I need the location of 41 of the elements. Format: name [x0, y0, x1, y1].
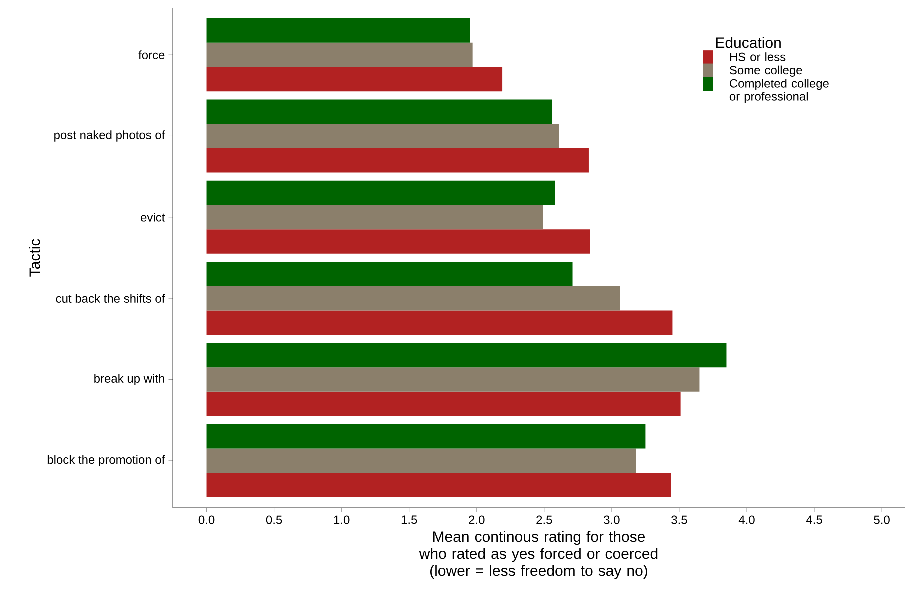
- bar: [206, 124, 560, 148]
- legend-label: Some college: [730, 66, 802, 77]
- bar: [206, 310, 673, 336]
- x-tick-label: 4.5: [806, 516, 822, 524]
- x-tick-label: 0.5: [266, 516, 282, 524]
- y-tick-label: block the promotion of: [48, 455, 166, 467]
- bar: [206, 368, 700, 392]
- bar: [206, 424, 646, 449]
- y-tick-label: post naked photos of: [54, 130, 166, 142]
- y-axis-title: Tactic: [29, 239, 40, 277]
- bar: [206, 343, 727, 368]
- bar: [206, 180, 556, 206]
- bar: [206, 448, 636, 474]
- bar: [206, 42, 473, 68]
- bar: [206, 67, 503, 92]
- legend-title: Education: [716, 37, 781, 48]
- bar: [206, 205, 544, 230]
- legend-label: Completed college or professional: [730, 79, 829, 104]
- bar: [206, 473, 672, 498]
- x-tick-label: 3.0: [604, 516, 620, 524]
- y-tick-label: force: [138, 50, 165, 60]
- x-tick-label: 2.5: [536, 516, 552, 524]
- x-tick-label: 5.0: [874, 516, 890, 524]
- bar: [206, 286, 620, 311]
- y-tick-label: break up with: [94, 374, 164, 386]
- legend-label: HS or less: [730, 52, 786, 62]
- bar: [206, 100, 553, 124]
- x-tick-label: 0.0: [198, 516, 215, 524]
- x-tick-label: 2.0: [469, 516, 485, 524]
- bar: [206, 392, 681, 416]
- bar: [206, 148, 589, 173]
- x-tick-label: 1.0: [334, 516, 350, 524]
- bar: [206, 230, 590, 254]
- bar: [206, 262, 573, 286]
- y-tick-label: cut back the shifts of: [56, 294, 166, 303]
- y-tick-label: evict: [141, 213, 166, 222]
- x-axis-title: Mean continous rating for those who rated as yes forced or coerced (lower = less freedom to say no): [419, 531, 658, 580]
- x-tick-label: 3.5: [672, 516, 688, 524]
- x-tick-label: 4.0: [738, 516, 755, 524]
- bar: [206, 18, 470, 43]
- x-tick-label: 1.5: [402, 516, 418, 524]
